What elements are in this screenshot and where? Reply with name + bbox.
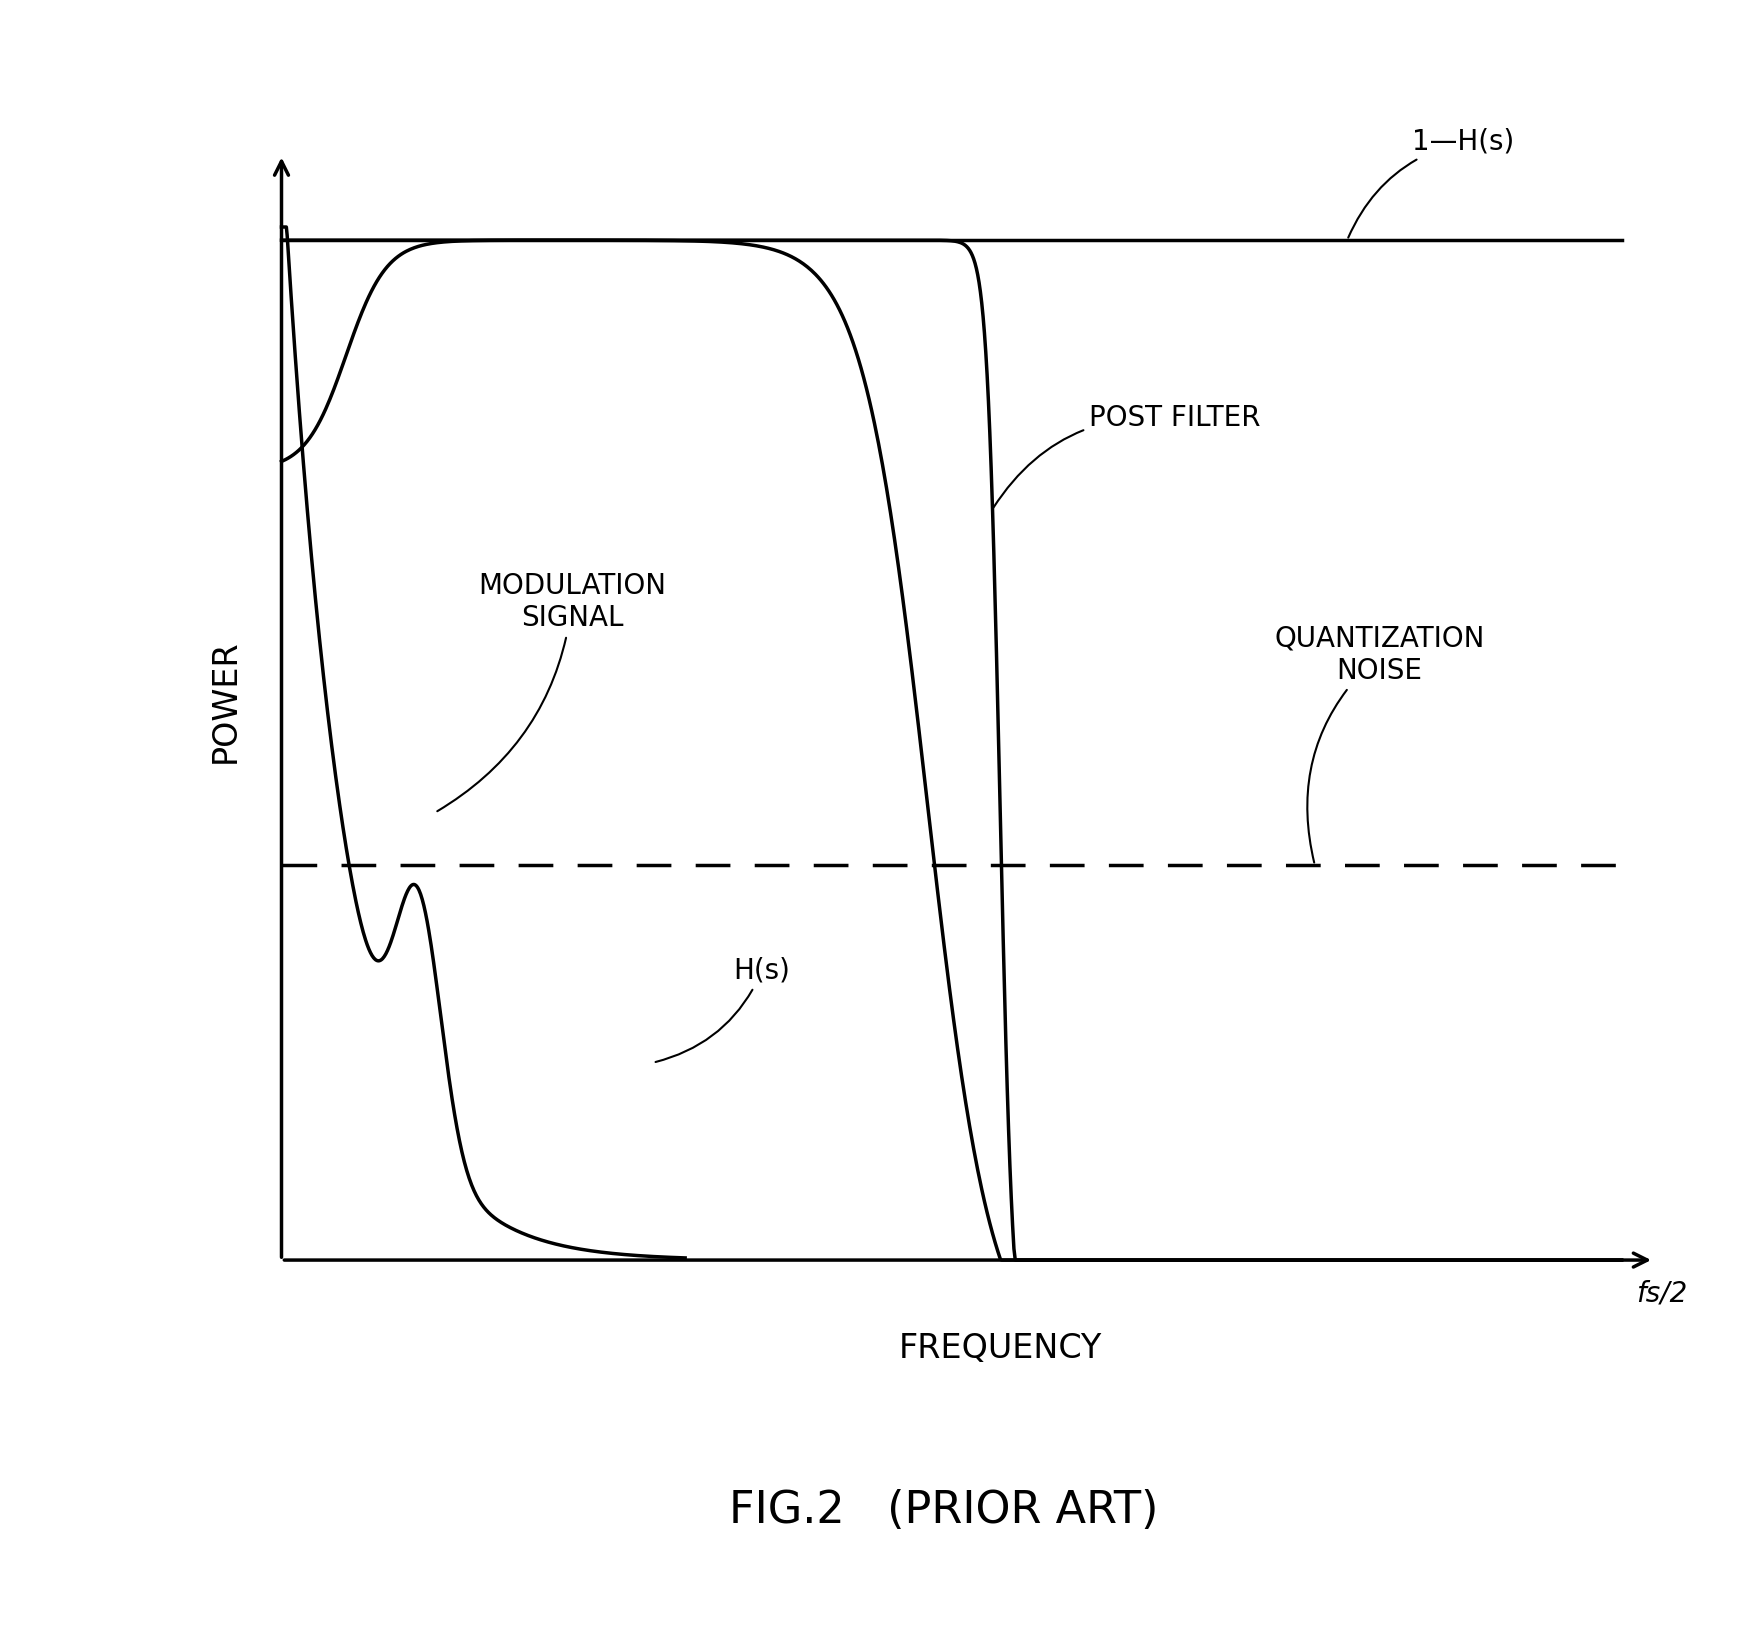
- Text: 1—H(s): 1—H(s): [1348, 127, 1515, 237]
- Text: POWER: POWER: [209, 638, 242, 763]
- Text: H(s): H(s): [656, 956, 790, 1063]
- Text: MODULATION
SIGNAL: MODULATION SIGNAL: [437, 572, 667, 811]
- Text: FREQUENCY: FREQUENCY: [899, 1332, 1102, 1365]
- Text: FIG.2   (PRIOR ART): FIG.2 (PRIOR ART): [728, 1489, 1158, 1531]
- Text: QUANTIZATION
NOISE: QUANTIZATION NOISE: [1274, 625, 1485, 862]
- Text: POST FILTER: POST FILTER: [993, 403, 1260, 508]
- Text: fs/2: fs/2: [1636, 1280, 1688, 1308]
